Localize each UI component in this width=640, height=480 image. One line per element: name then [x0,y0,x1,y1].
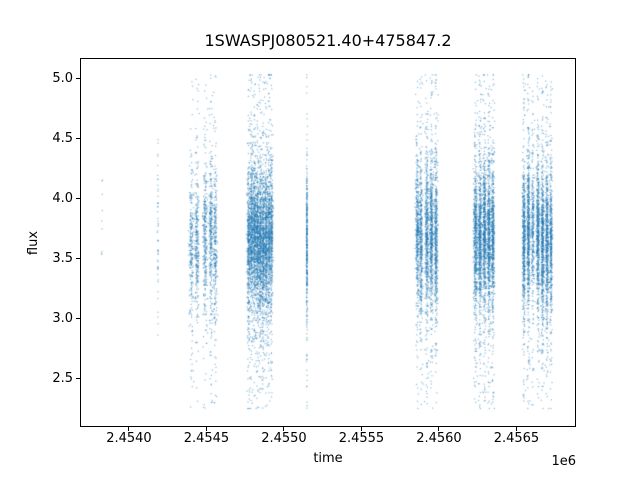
y-tick-mark [76,378,80,380]
y-tick-label: 4.0 [52,190,73,206]
x-tick-mark [360,427,362,431]
x-tick-label: 2.4540 [106,431,152,446]
x-tick-mark [283,427,285,431]
x-tick-label: 2.4560 [416,431,462,446]
y-tick-label: 3.5 [52,250,73,266]
y-tick-label: 5.0 [52,70,73,86]
x-tick-label: 2.4550 [261,431,307,446]
y-axis-label: flux [26,230,41,256]
plot-area [80,58,576,427]
y-tick-label: 2.5 [52,370,73,386]
x-tick-mark [205,427,207,431]
y-tick-mark [76,318,80,320]
x-axis-label: time [313,451,343,466]
x-tick-mark [515,427,517,431]
x-tick-label: 2.4565 [493,431,540,446]
y-tick-label: 4.5 [52,130,73,146]
x-tick-label: 2.4545 [183,431,230,446]
x-axis-offset-label: 1e6 [551,454,576,469]
y-tick-mark [76,198,80,200]
y-tick-label: 3.0 [52,310,73,326]
x-tick-mark [438,427,440,431]
y-tick-mark [76,78,80,80]
chart-title: 1SWASPJ080521.40+475847.2 [204,31,452,50]
x-tick-label: 2.4555 [338,431,385,446]
x-tick-mark [128,427,130,431]
y-tick-mark [76,138,80,140]
y-tick-mark [76,258,80,260]
